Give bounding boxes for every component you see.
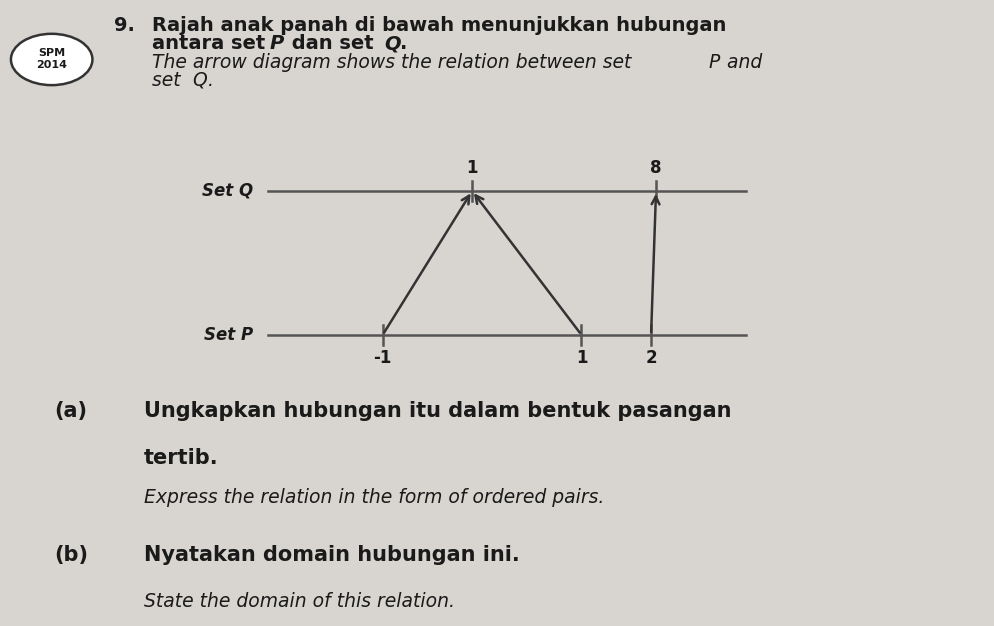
Text: 8: 8 bbox=[650, 159, 662, 177]
Text: set: set bbox=[152, 71, 187, 90]
Text: 1: 1 bbox=[576, 349, 587, 367]
Text: antara set: antara set bbox=[152, 34, 272, 53]
Text: and: and bbox=[721, 53, 761, 72]
Text: P: P bbox=[269, 34, 283, 53]
Text: (a): (a) bbox=[55, 401, 87, 421]
Text: Rajah anak panah di bawah menunjukkan hubungan: Rajah anak panah di bawah menunjukkan hu… bbox=[152, 16, 727, 34]
Text: dan set: dan set bbox=[285, 34, 381, 53]
Text: Express the relation in the form of ordered pairs.: Express the relation in the form of orde… bbox=[144, 488, 604, 507]
Text: SPM: SPM bbox=[38, 48, 66, 58]
Text: 2014: 2014 bbox=[36, 60, 68, 70]
Text: 9.: 9. bbox=[114, 16, 135, 34]
Text: 1: 1 bbox=[466, 159, 478, 177]
Text: Set Q: Set Q bbox=[203, 182, 253, 200]
Text: State the domain of this relation.: State the domain of this relation. bbox=[144, 592, 455, 610]
Ellipse shape bbox=[11, 34, 92, 85]
Text: Ungkapkan hubungan itu dalam bentuk pasangan: Ungkapkan hubungan itu dalam bentuk pasa… bbox=[144, 401, 732, 421]
Text: Nyatakan domain hubungan ini.: Nyatakan domain hubungan ini. bbox=[144, 545, 520, 565]
Text: The arrow diagram shows the relation between set: The arrow diagram shows the relation bet… bbox=[152, 53, 637, 72]
Text: Set P: Set P bbox=[205, 326, 253, 344]
Text: tertib.: tertib. bbox=[144, 448, 219, 468]
Text: .: . bbox=[400, 34, 407, 53]
Text: Q: Q bbox=[192, 71, 207, 90]
Text: P: P bbox=[709, 53, 720, 72]
Text: (b): (b) bbox=[55, 545, 88, 565]
Text: .: . bbox=[208, 71, 214, 90]
Text: -1: -1 bbox=[374, 349, 392, 367]
Text: 2: 2 bbox=[645, 349, 657, 367]
Text: Q: Q bbox=[385, 34, 402, 53]
